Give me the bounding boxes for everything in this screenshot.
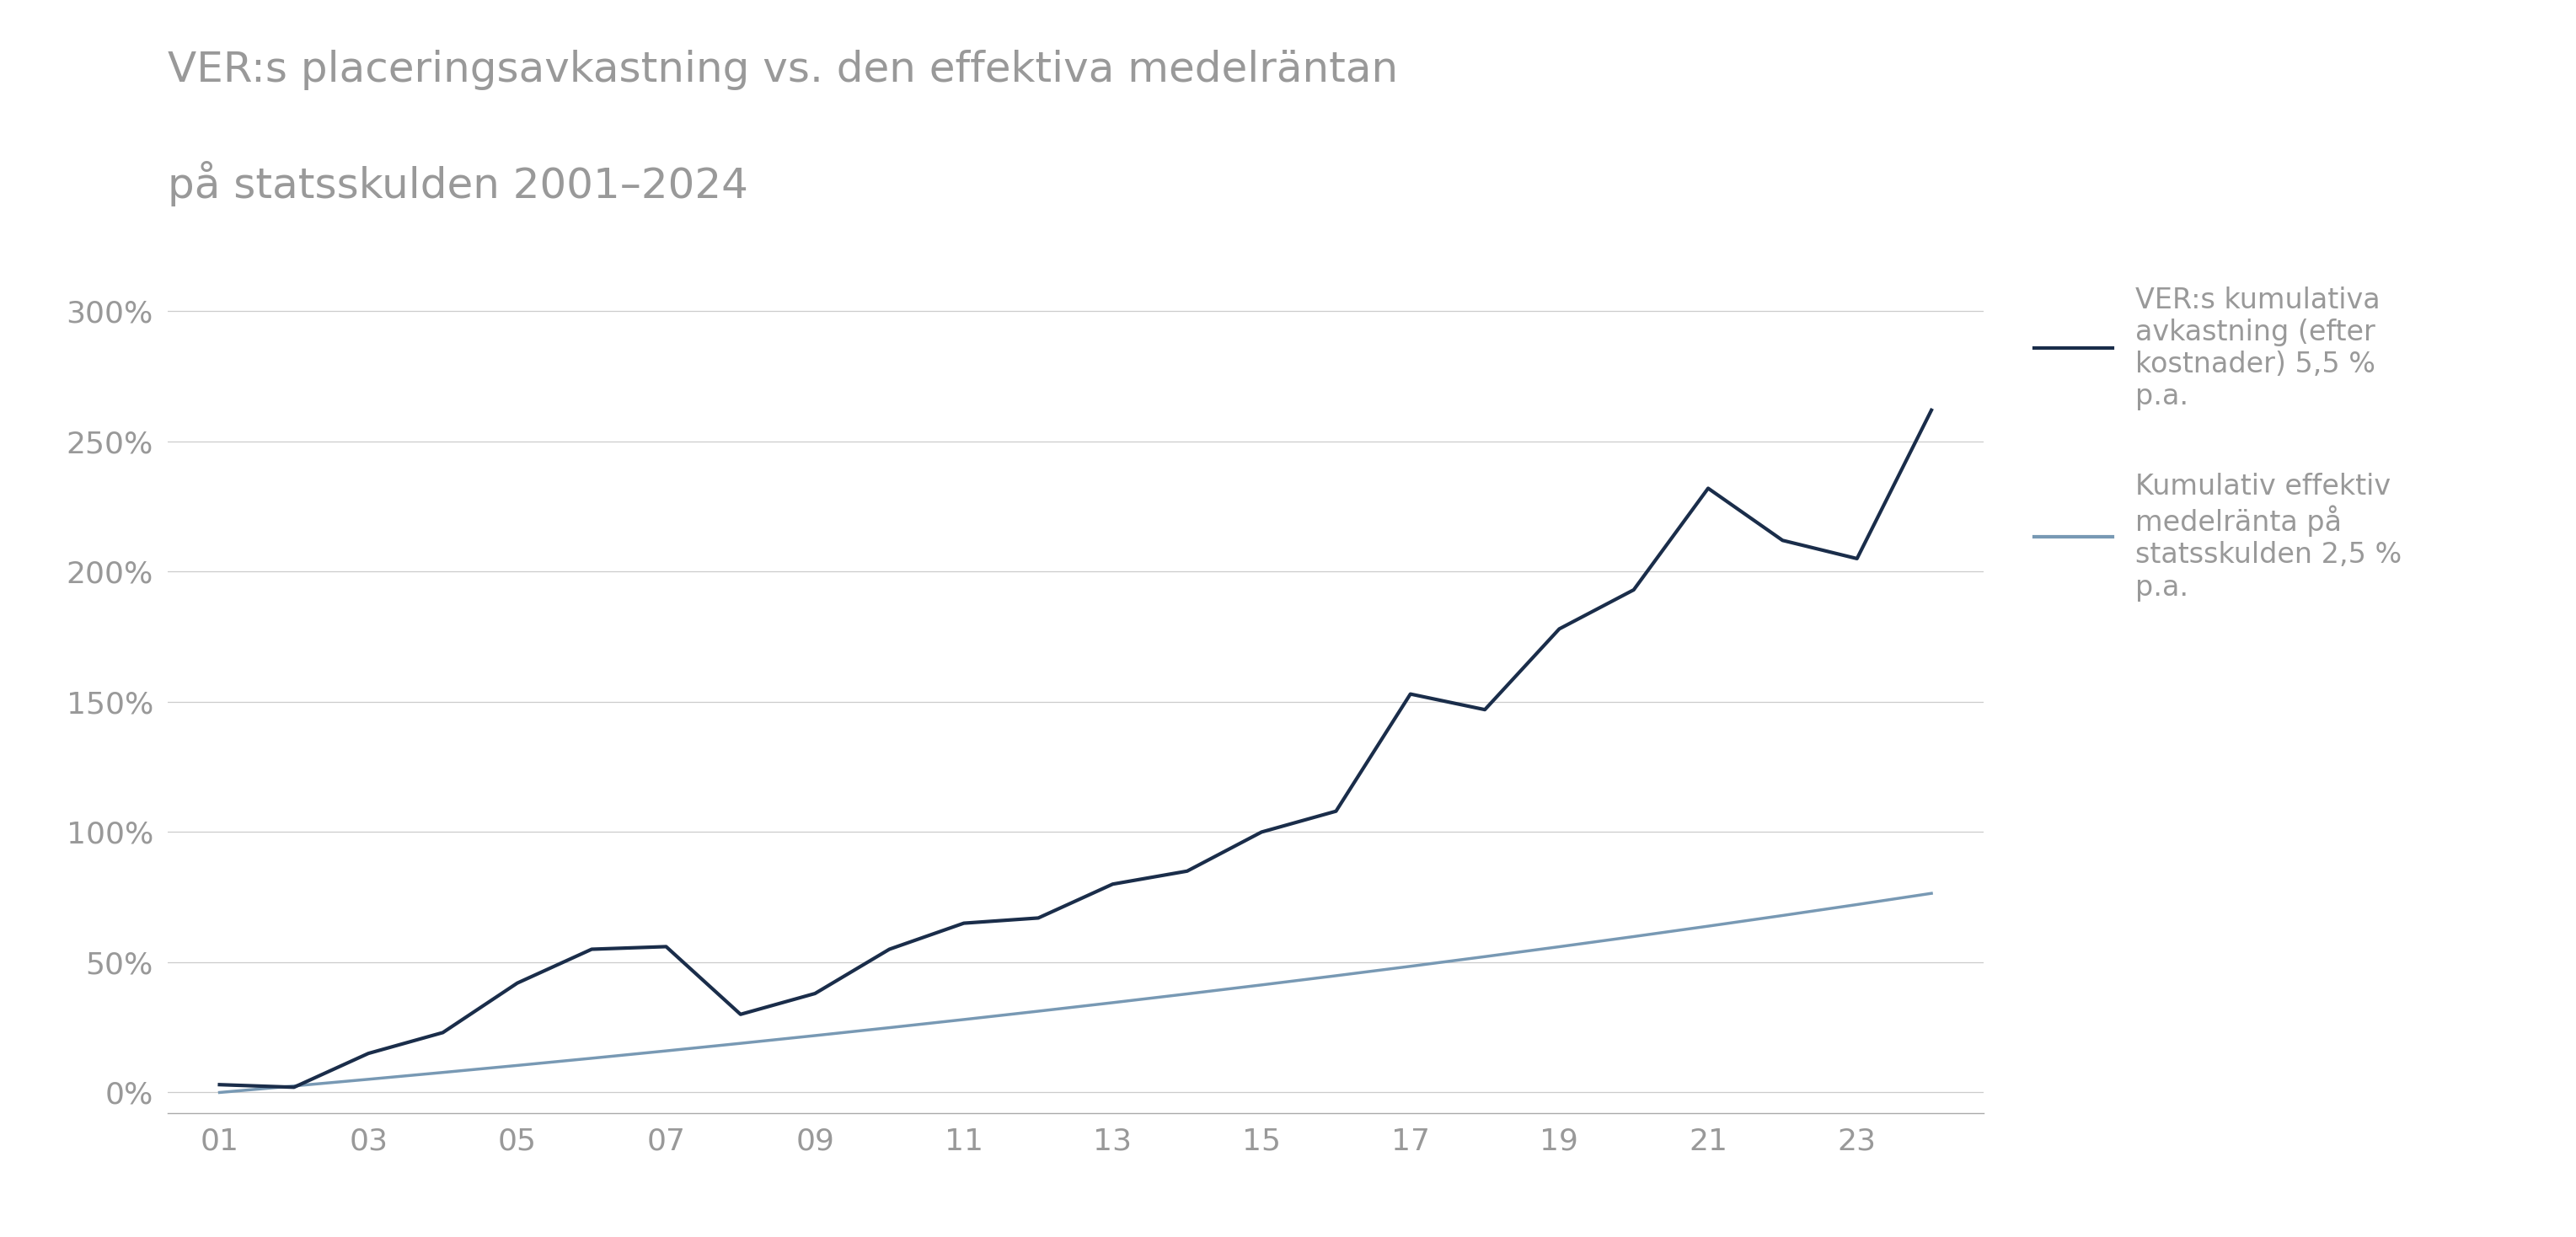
VER:s kumulativa
avkastning (efter
kostnader) 5,5 %
p.a. [1468, 703, 1499, 717]
Kumulativ effektiv
medelränta på
statsskulden 2,5 %
p.a. [873, 1021, 904, 1035]
VER:s kumulativa
avkastning (efter
kostnader) 5,5 %
p.a. [1543, 621, 1574, 636]
Kumulativ effektiv
medelränta på
statsskulden 2,5 %
p.a. [1842, 897, 1873, 912]
VER:s kumulativa
avkastning (efter
kostnader) 5,5 %
p.a. [1396, 687, 1427, 701]
Kumulativ effektiv
medelränta på
statsskulden 2,5 %
p.a. [204, 1085, 234, 1100]
Kumulativ effektiv
medelränta på
statsskulden 2,5 %
p.a. [577, 1050, 608, 1065]
Kumulativ effektiv
medelränta på
statsskulden 2,5 %
p.a. [1468, 949, 1499, 964]
Kumulativ effektiv
medelränta på
statsskulden 2,5 %
p.a. [1543, 939, 1574, 954]
Kumulativ effektiv
medelränta på
statsskulden 2,5 %
p.a. [1023, 1003, 1054, 1018]
VER:s kumulativa
avkastning (efter
kostnader) 5,5 %
p.a. [577, 941, 608, 956]
VER:s kumulativa
avkastning (efter
kostnader) 5,5 %
p.a. [799, 986, 829, 1001]
Kumulativ effektiv
medelränta på
statsskulden 2,5 %
p.a. [502, 1058, 533, 1072]
Line: Kumulativ effektiv
medelränta på
statsskulden 2,5 %
p.a.: Kumulativ effektiv medelränta på statssk… [219, 893, 1932, 1092]
VER:s kumulativa
avkastning (efter
kostnader) 5,5 %
p.a. [873, 941, 904, 956]
VER:s kumulativa
avkastning (efter
kostnader) 5,5 %
p.a. [1097, 877, 1128, 892]
Kumulativ effektiv
medelränta på
statsskulden 2,5 %
p.a. [353, 1071, 384, 1087]
Kumulativ effektiv
medelränta på
statsskulden 2,5 %
p.a. [948, 1012, 979, 1027]
VER:s kumulativa
avkastning (efter
kostnader) 5,5 %
p.a. [204, 1077, 234, 1092]
Kumulativ effektiv
medelränta på
statsskulden 2,5 %
p.a. [1692, 919, 1723, 934]
VER:s kumulativa
avkastning (efter
kostnader) 5,5 %
p.a. [1842, 552, 1873, 567]
VER:s kumulativa
avkastning (efter
kostnader) 5,5 %
p.a. [948, 915, 979, 930]
Text: VER:s placeringsavkastning vs. den effektiva medelräntan: VER:s placeringsavkastning vs. den effek… [167, 49, 1399, 90]
VER:s kumulativa
avkastning (efter
kostnader) 5,5 %
p.a. [1767, 533, 1798, 548]
Text: på statsskulden 2001–2024: på statsskulden 2001–2024 [167, 161, 747, 207]
VER:s kumulativa
avkastning (efter
kostnader) 5,5 %
p.a. [353, 1047, 384, 1061]
Kumulativ effektiv
medelränta på
statsskulden 2,5 %
p.a. [428, 1065, 459, 1080]
Kumulativ effektiv
medelränta på
statsskulden 2,5 %
p.a. [1247, 977, 1278, 992]
Legend: VER:s kumulativa
avkastning (efter
kostnader) 5,5 %
p.a., Kumulativ effektiv
med: VER:s kumulativa avkastning (efter kostn… [2035, 286, 2401, 601]
VER:s kumulativa
avkastning (efter
kostnader) 5,5 %
p.a. [652, 939, 683, 954]
VER:s kumulativa
avkastning (efter
kostnader) 5,5 %
p.a. [278, 1080, 309, 1095]
VER:s kumulativa
avkastning (efter
kostnader) 5,5 %
p.a. [1321, 804, 1352, 819]
VER:s kumulativa
avkastning (efter
kostnader) 5,5 %
p.a. [1247, 825, 1278, 840]
Kumulativ effektiv
medelränta på
statsskulden 2,5 %
p.a. [1767, 908, 1798, 923]
VER:s kumulativa
avkastning (efter
kostnader) 5,5 %
p.a. [1692, 481, 1723, 496]
Kumulativ effektiv
medelränta på
statsskulden 2,5 %
p.a. [278, 1079, 309, 1094]
Kumulativ effektiv
medelränta på
statsskulden 2,5 %
p.a. [1396, 959, 1427, 974]
Kumulativ effektiv
medelränta på
statsskulden 2,5 %
p.a. [1917, 886, 1947, 901]
Kumulativ effektiv
medelränta på
statsskulden 2,5 %
p.a. [799, 1028, 829, 1043]
Kumulativ effektiv
medelränta på
statsskulden 2,5 %
p.a. [724, 1035, 755, 1050]
Line: VER:s kumulativa
avkastning (efter
kostnader) 5,5 %
p.a.: VER:s kumulativa avkastning (efter kostn… [219, 411, 1932, 1087]
VER:s kumulativa
avkastning (efter
kostnader) 5,5 %
p.a. [428, 1025, 459, 1040]
Kumulativ effektiv
medelränta på
statsskulden 2,5 %
p.a. [1321, 969, 1352, 983]
VER:s kumulativa
avkastning (efter
kostnader) 5,5 %
p.a. [1618, 583, 1649, 597]
VER:s kumulativa
avkastning (efter
kostnader) 5,5 %
p.a. [1917, 403, 1947, 418]
Kumulativ effektiv
medelränta på
statsskulden 2,5 %
p.a. [1618, 929, 1649, 944]
VER:s kumulativa
avkastning (efter
kostnader) 5,5 %
p.a. [1172, 863, 1203, 878]
Kumulativ effektiv
medelränta på
statsskulden 2,5 %
p.a. [1172, 986, 1203, 1001]
VER:s kumulativa
avkastning (efter
kostnader) 5,5 %
p.a. [724, 1007, 755, 1022]
Kumulativ effektiv
medelränta på
statsskulden 2,5 %
p.a. [1097, 996, 1128, 1011]
VER:s kumulativa
avkastning (efter
kostnader) 5,5 %
p.a. [1023, 910, 1054, 925]
VER:s kumulativa
avkastning (efter
kostnader) 5,5 %
p.a. [502, 976, 533, 991]
Kumulativ effektiv
medelränta på
statsskulden 2,5 %
p.a. [652, 1044, 683, 1059]
